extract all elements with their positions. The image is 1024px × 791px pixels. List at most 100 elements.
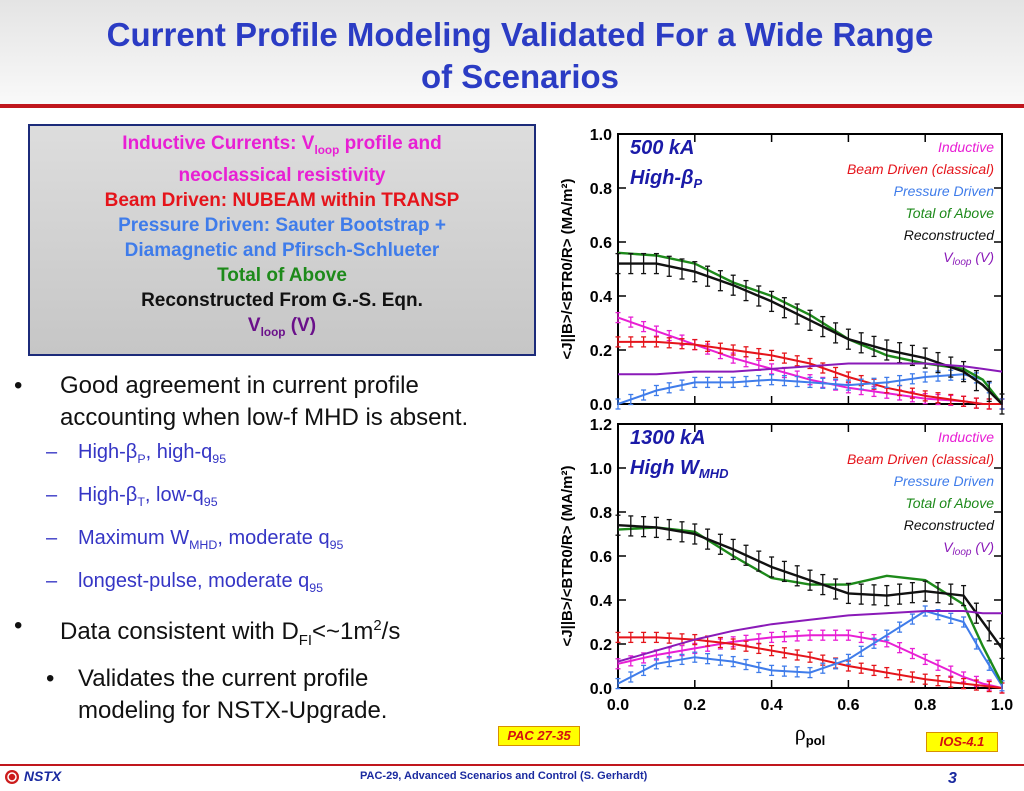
annotation-sub: P (694, 176, 703, 191)
legend-entry-vloop: Vloop (V) (943, 249, 994, 268)
series-line-vloop-v- (617, 610, 1002, 663)
x-axis-label: ρpol (795, 720, 825, 748)
legend-vloop-unit: (V) (971, 539, 994, 555)
b2-sq: 2 (373, 618, 382, 634)
panel-annotation-line1: 500 kA (630, 137, 695, 159)
title-line-1: Current Profile Modeling Validated For a… (106, 16, 934, 53)
sub-bullet-1: – High-βP, high-q95 (46, 434, 546, 477)
sub4-a: longest-pulse, moderate q (78, 570, 310, 592)
legend-inductive-text: Inductive Currents: V (122, 133, 315, 154)
legend-beam: Beam Driven: NUBEAM within TRANSP (104, 189, 460, 211)
sub3-c: , moderate q (217, 527, 330, 549)
current-profile-charts: 0.0 0.2 0.4 0.6 0.8 1.0 <J||B>/<BTR0/R> (MA/m²… (559, 127, 1013, 748)
series-line-inductive (617, 634, 1003, 689)
y-tick-label: 0.4 (590, 593, 612, 610)
legend-vloop-unit: (V) (285, 314, 317, 336)
legend-inductive-line2: neoclassical resistivity (178, 164, 386, 186)
legend-entry: Beam Driven (classical) (847, 451, 994, 467)
annotation-sub: MHD (699, 466, 729, 481)
bullet-agreement: • Good agreement in current profile acco… (14, 370, 546, 434)
annotation-main: High W (630, 457, 701, 479)
y-tick-label: 0.0 (590, 681, 612, 698)
nstx-logo: NSTX (4, 768, 61, 785)
dash: – (46, 570, 58, 592)
legend-inductive-sub: loop (314, 143, 340, 157)
y-axis-label: <J||B>/<BTR0/R> (MA/m²) (559, 179, 576, 360)
series-line-reconstructed (617, 524, 1003, 650)
panel-annotation-line2: High WMHD (630, 457, 729, 481)
title-divider (0, 104, 1024, 108)
annotation-main: High-β (630, 167, 694, 189)
y-tick-label: 0.2 (590, 343, 612, 360)
bullet-validates: • Validates the current profile modeling… (46, 663, 546, 727)
sub-bullet-3: – Maximum WMHD, moderate q95 (46, 520, 546, 563)
legend-vloop-sub: loop (260, 325, 286, 339)
legend-vloop-sub: loop (953, 257, 972, 268)
legend-pressure-2: Diamagnetic and Pfirsch-Schlueter (124, 239, 440, 261)
b2-a: Data consistent with D (60, 618, 299, 645)
dash: – (46, 441, 58, 463)
b2-fi: FI (298, 632, 313, 649)
y-tick-label: 0.0 (590, 397, 612, 414)
x-tick-label: 0.0 (607, 697, 629, 714)
panel-annotation-line1: 1300 kA (630, 427, 706, 449)
bullet-data: • Data consistent with DFI<~1m2/s (14, 610, 546, 657)
legend-total: Total of Above (217, 264, 347, 286)
y-tick-label: 0.6 (590, 235, 612, 252)
title-line-2: of Scenarios (420, 58, 620, 95)
series-line-beam-driven-classical- (618, 340, 1002, 405)
sub-bullet-2: – High-βT, low-q95 (46, 477, 546, 520)
page-number: 3 (948, 770, 957, 787)
y-tick-label: 0.2 (590, 637, 612, 654)
legend-entry: Total of Above (906, 495, 995, 511)
bullet-agreement-line1: Good agreement in current profile (60, 372, 419, 399)
legend-box: Inductive Currents: Vloop profile and ne… (28, 124, 536, 356)
y-tick-label: 0.8 (590, 181, 612, 198)
legend-entry: Pressure Driven (894, 183, 995, 199)
sub1-p: P (137, 452, 146, 466)
legend-inductive-post: profile and (339, 133, 442, 154)
sub4-95: 95 (309, 581, 324, 595)
x-tick-label: 0.4 (760, 697, 782, 714)
sub3-a: Maximum W (78, 527, 190, 549)
sub1-beta: β (125, 441, 138, 463)
sub2-a: High- (78, 484, 126, 506)
legend-inductive: Inductive Currents: Vloop profile and (30, 131, 534, 163)
footer-text: PAC-29, Advanced Scenarios and Control (… (360, 770, 648, 782)
ios-tag: IOS-4.1 (926, 732, 998, 752)
legend-vloop-v: V (247, 314, 261, 336)
legend-vloop-v: V (943, 249, 954, 265)
slide-title: Current Profile Modeling Validated For a… (60, 14, 980, 98)
legend-entry: Reconstructed (904, 227, 995, 243)
sub2-beta: β (125, 484, 138, 506)
sub1-d: , high-q (145, 441, 213, 463)
series-line-total-of-above (617, 251, 1003, 405)
bullet-list: • Good agreement in current profile acco… (14, 370, 546, 727)
y-tick-label: 1.0 (590, 461, 612, 478)
dash: – (46, 527, 58, 549)
legend-entry: Inductive (938, 139, 994, 155)
sub2-95: 95 (203, 495, 218, 509)
legend-recon: Reconstructed From G.-S. Eqn. (141, 289, 423, 311)
legend-entry: Pressure Driven (894, 473, 995, 489)
series-line-vloop-v- (618, 362, 1003, 376)
legend-entry: Total of Above (906, 205, 995, 221)
nstx-logo-icon (5, 770, 19, 785)
b2-e: /s (381, 618, 401, 645)
legend-entry: Reconstructed (904, 517, 995, 533)
bullet-validates-line1: Validates the current profile (78, 664, 369, 692)
legend-vloop-sub: loop (953, 547, 972, 558)
sub1-95: 95 (212, 452, 227, 466)
legend-entry: Beam Driven (classical) (847, 161, 994, 177)
b2-c: <~1m (312, 618, 374, 645)
panel-annotation-line2: High-βP (630, 167, 703, 191)
x-label-rho: ρ (795, 720, 806, 745)
dash: – (46, 484, 58, 506)
legend-pressure-1: Pressure Driven: Sauter Bootstrap + (118, 214, 446, 236)
series-line-reconstructed (618, 262, 1003, 405)
pac-tag: PAC 27-35 (498, 726, 580, 746)
bullet-validates-line2: modeling for NSTX-Upgrade. (78, 696, 388, 724)
sub1-a: High- (78, 441, 126, 463)
footer-divider (0, 764, 1024, 766)
nstx-logo-text: NSTX (23, 768, 62, 784)
